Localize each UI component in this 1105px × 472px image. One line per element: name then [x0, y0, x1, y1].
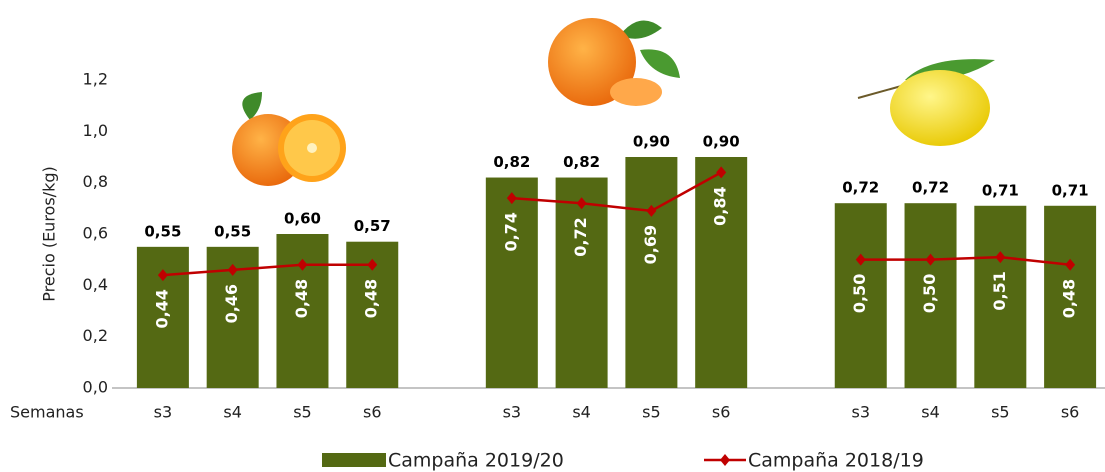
y-tick-label: 0,4	[83, 275, 108, 294]
bar	[486, 178, 538, 388]
bar-value-label: 0,57	[354, 217, 391, 235]
y-tick-label: 1,0	[83, 121, 108, 140]
bar-value-label: 0,82	[493, 153, 530, 171]
x-tick-label: s5	[991, 403, 1010, 422]
lemon-image	[858, 59, 995, 146]
bar-value-label: 0,71	[982, 181, 1019, 199]
x-tick-label: s6	[363, 403, 382, 422]
x-tick-label: s5	[293, 403, 312, 422]
bar-value-label: 0,60	[284, 210, 321, 228]
line-value-label: 0,50	[920, 274, 939, 313]
line-value-label: 0,72	[571, 217, 590, 256]
bar-value-label: 0,55	[214, 222, 251, 240]
line-value-label: 0,84	[711, 186, 730, 225]
line-value-label: 0,48	[362, 279, 381, 318]
chart: Precio (Euros/kg) Semanas 0,0 0,2 0,4 0,6 0,…	[0, 0, 1105, 472]
line-value-label: 0,46	[222, 284, 241, 323]
x-tick-label: s6	[1061, 403, 1080, 422]
line-value-label: 0,50	[850, 274, 869, 313]
legend-swatch	[322, 453, 386, 467]
bar-value-label: 0,72	[842, 179, 879, 197]
bar	[625, 157, 677, 388]
line-value-label: 0,48	[292, 279, 311, 318]
bar-value-label: 0,71	[1052, 181, 1089, 199]
y-tick-label: 0,2	[83, 326, 108, 345]
x-tick-label: s4	[572, 403, 591, 422]
y-tick-label: 0,6	[83, 224, 108, 243]
line-value-label: 0,69	[641, 225, 660, 264]
bar-value-label: 0,72	[912, 179, 949, 197]
x-axis-label: Semanas	[10, 403, 84, 422]
bar-value-label: 0,82	[563, 153, 600, 171]
legend-label: Campaña 2018/19	[748, 450, 924, 472]
y-tick-label: 0,8	[83, 172, 108, 191]
line	[163, 265, 372, 275]
legend-marker	[720, 454, 730, 466]
x-tick-label: s3	[503, 403, 522, 422]
y-axis-label: Precio (Euros/kg)	[40, 166, 59, 301]
y-tick-label: 0,0	[83, 378, 108, 397]
line	[861, 257, 1070, 265]
x-tick-label: s5	[642, 403, 661, 422]
line	[512, 172, 721, 211]
line-value-label: 0,74	[501, 212, 520, 251]
bar-value-label: 0,90	[703, 133, 740, 151]
bar-value-label: 0,90	[633, 133, 670, 151]
orange-image	[232, 92, 346, 186]
line-value-label: 0,51	[990, 271, 1009, 310]
x-tick-label: s4	[921, 403, 940, 422]
legend-label: Campaña 2019/20	[388, 450, 564, 472]
x-tick-label: s3	[851, 403, 870, 422]
x-tick-label: s3	[154, 403, 173, 422]
bar-value-label: 0,55	[144, 222, 181, 240]
line-value-label: 0,48	[1060, 279, 1079, 318]
line-value-label: 0,44	[152, 289, 171, 328]
x-tick-label: s6	[712, 403, 731, 422]
x-tick-label: s4	[223, 403, 242, 422]
mandarin-image	[548, 18, 680, 106]
y-tick-label: 1,2	[83, 70, 108, 89]
